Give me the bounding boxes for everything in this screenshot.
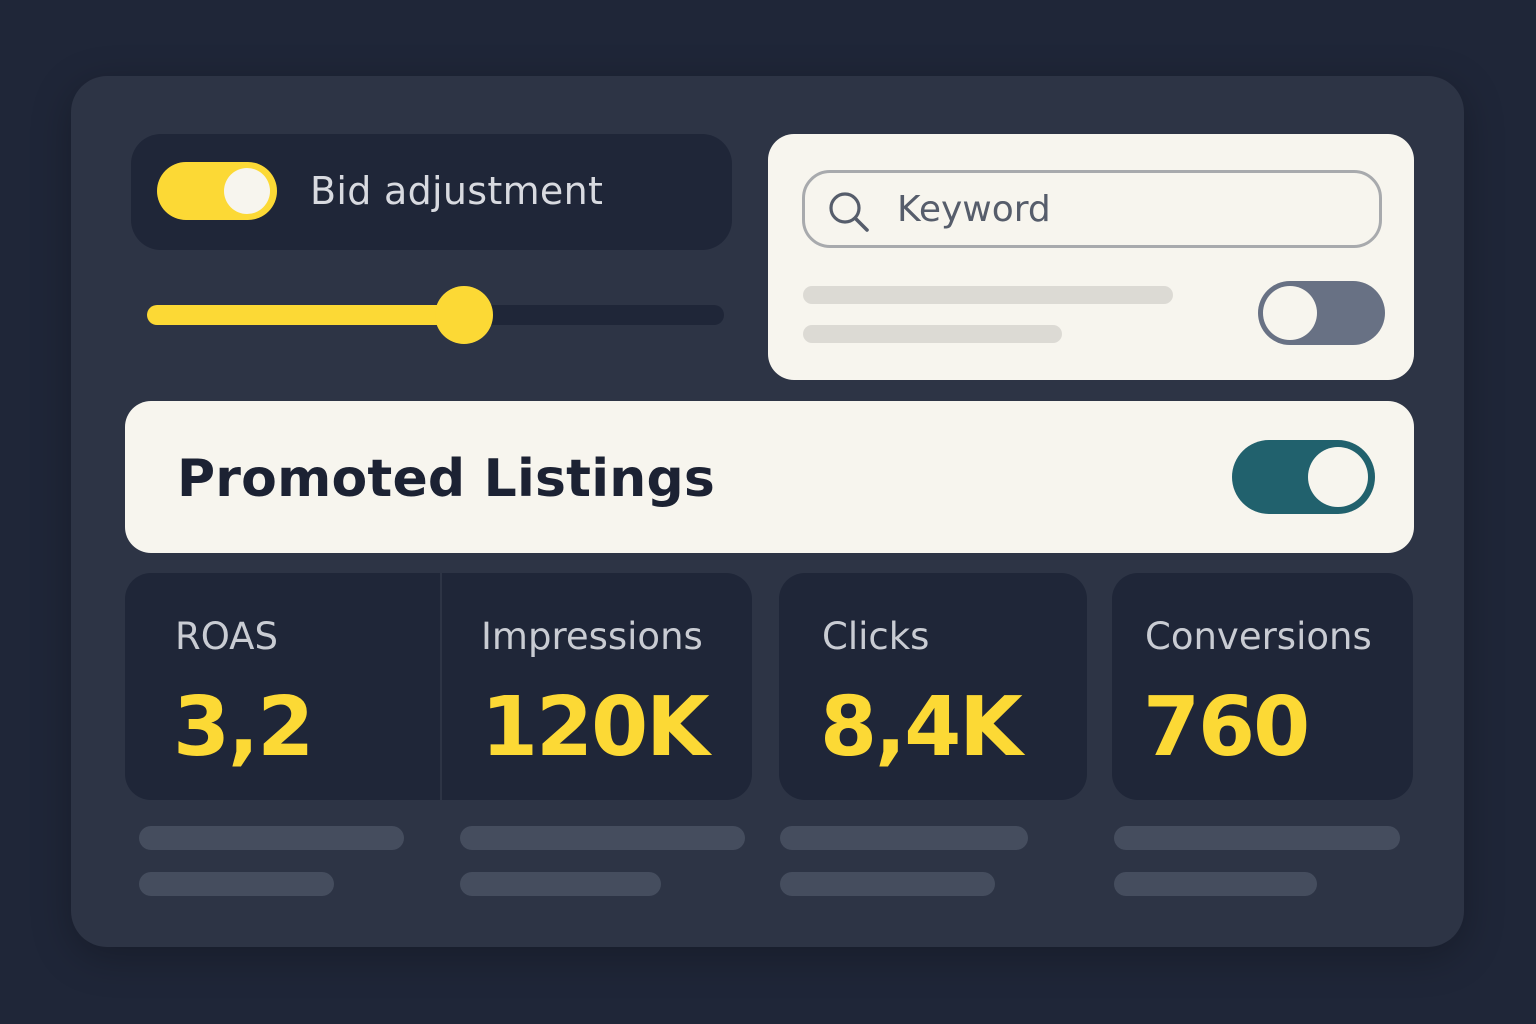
promoted-listings-toggle[interactable] [1232, 440, 1375, 514]
metric-label-conversions: Conversions [1145, 615, 1372, 658]
metric-value-conversions: 760 [1143, 680, 1310, 775]
metric-value-impressions: 120K [481, 680, 710, 775]
placeholder-line [803, 286, 1173, 304]
promoted-listings-title: Promoted Listings [177, 449, 716, 509]
metric-card-clicks [779, 573, 1087, 800]
metric-label-impressions: Impressions [481, 615, 703, 658]
placeholder-line [460, 872, 661, 896]
toggle-knob [224, 168, 270, 214]
placeholder-line [139, 872, 334, 896]
placeholder-line [460, 826, 745, 850]
keyword-search-box[interactable] [802, 170, 1382, 248]
placeholder-line [1114, 872, 1317, 896]
slider-thumb[interactable] [435, 286, 493, 344]
metric-card-roas-impressions [125, 573, 752, 800]
metric-card-conversions [1112, 573, 1413, 800]
metric-value-clicks: 8,4K [820, 680, 1023, 775]
bid-adjustment-toggle[interactable] [157, 162, 277, 220]
metric-label-clicks: Clicks [822, 615, 930, 658]
metric-label-roas: ROAS [175, 615, 278, 658]
placeholder-line [780, 826, 1028, 850]
bid-adjustment-label: Bid adjustment [310, 169, 604, 213]
bid-adjustment-slider[interactable] [147, 286, 724, 344]
placeholder-line [780, 872, 995, 896]
toggle-knob [1308, 447, 1368, 507]
metric-value-roas: 3,2 [173, 680, 314, 775]
placeholder-line [1114, 826, 1400, 850]
placeholder-line [803, 325, 1062, 343]
promoted-listings-card [125, 401, 1414, 553]
placeholder-line [139, 826, 404, 850]
keyword-search-input[interactable] [897, 183, 1357, 235]
toggle-knob [1263, 286, 1317, 340]
keyword-toggle[interactable] [1258, 281, 1385, 345]
slider-fill [147, 305, 464, 325]
metric-divider [440, 573, 442, 800]
search-icon [827, 190, 871, 234]
